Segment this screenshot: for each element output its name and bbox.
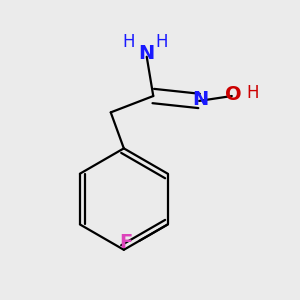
Text: F: F: [120, 233, 133, 252]
Text: O: O: [225, 85, 242, 104]
Text: H: H: [247, 84, 259, 102]
Text: N: N: [193, 90, 209, 109]
Text: H: H: [155, 33, 168, 51]
Text: H: H: [122, 33, 135, 51]
Text: N: N: [139, 44, 155, 63]
